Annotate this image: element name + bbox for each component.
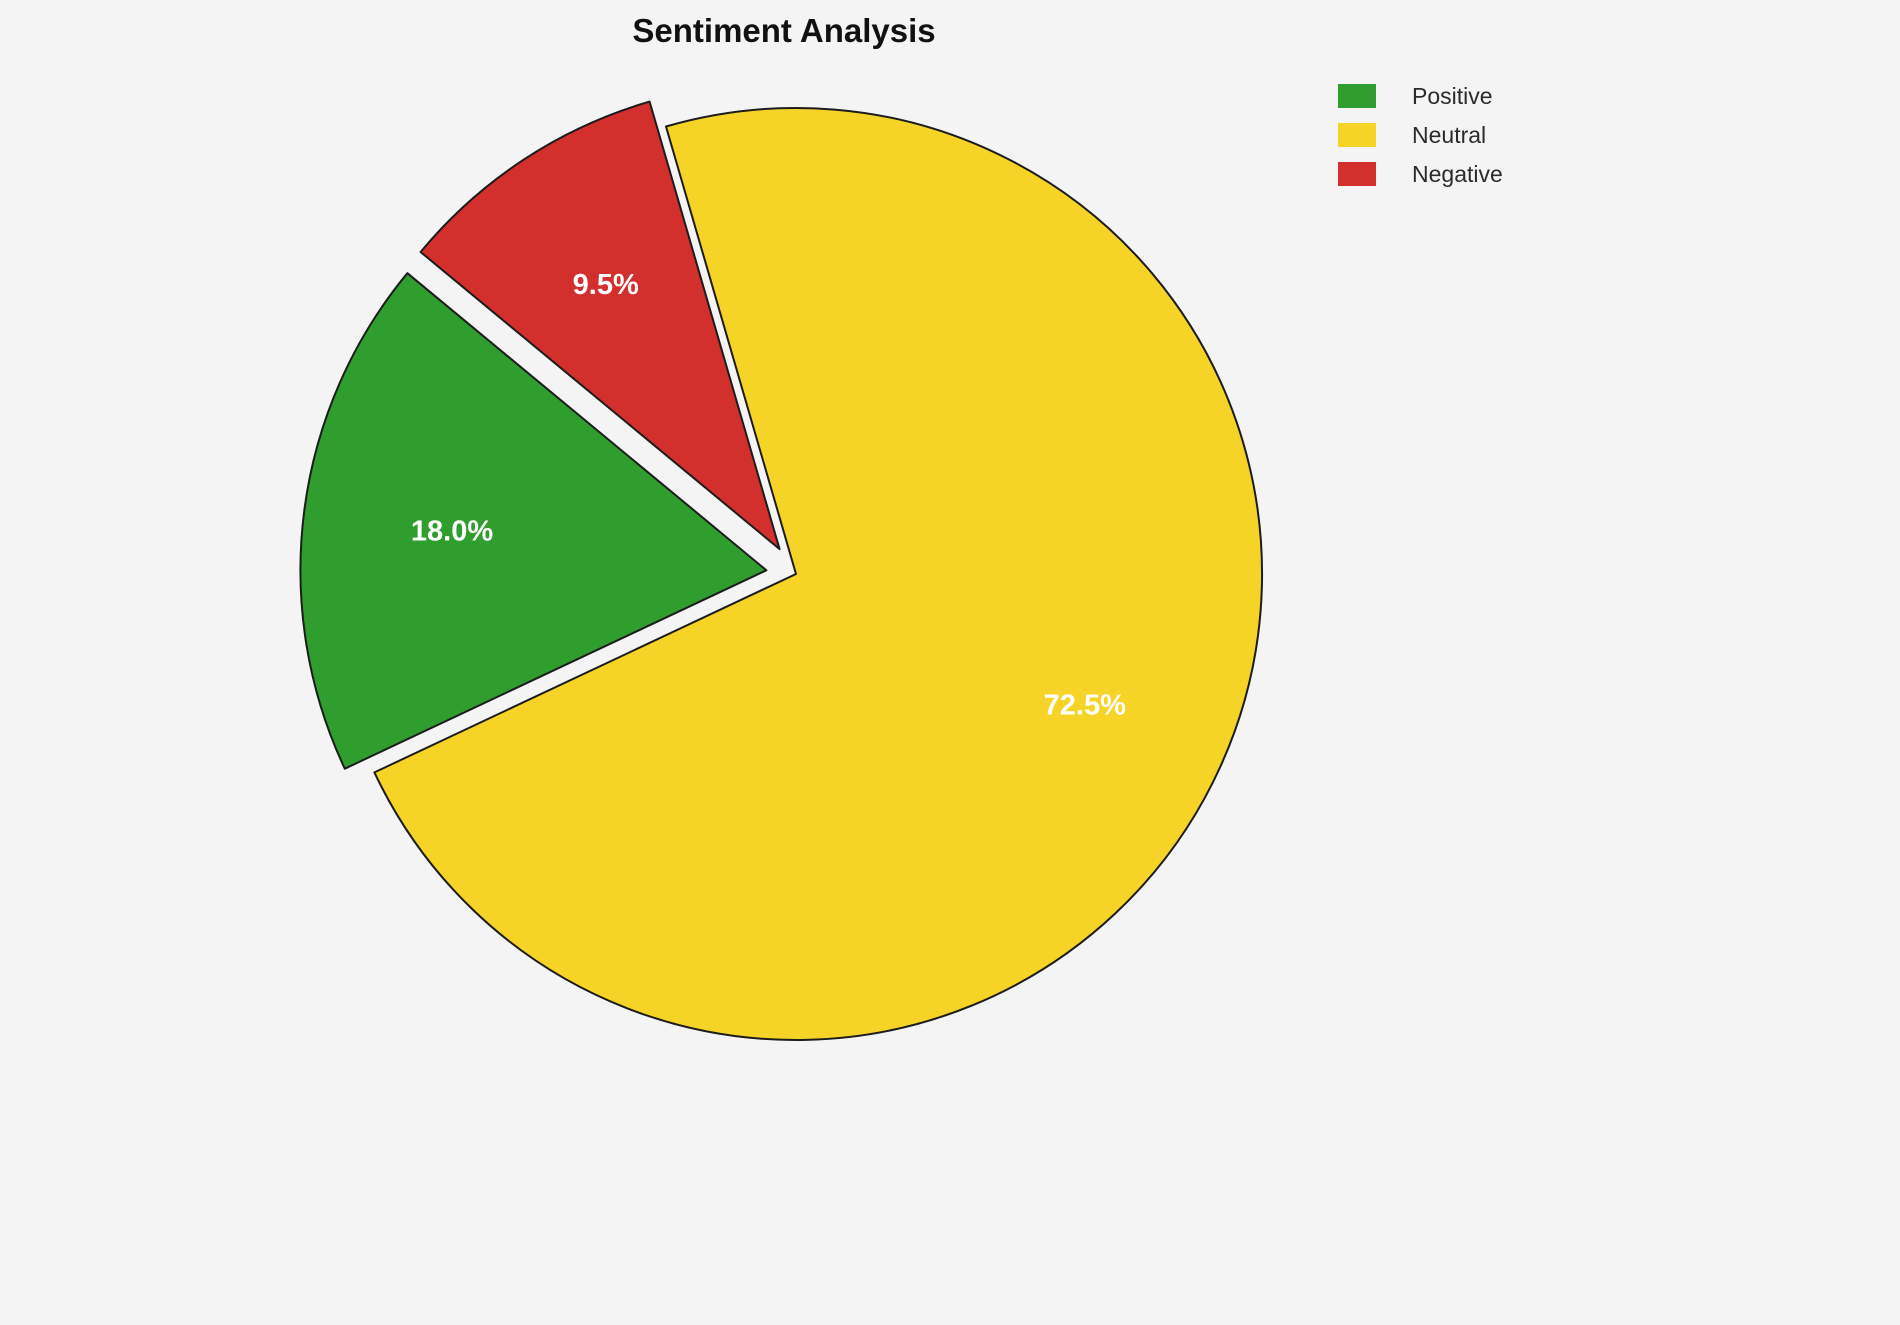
legend-item-neutral: Neutral xyxy=(1338,123,1503,147)
legend-swatch-neutral xyxy=(1338,123,1376,147)
legend-label-positive: Positive xyxy=(1412,83,1493,109)
legend-swatch-negative xyxy=(1338,162,1376,186)
legend-label-negative: Negative xyxy=(1412,161,1503,187)
pie-slice-positive xyxy=(299,272,768,770)
pct-label-positive: 18.0% xyxy=(411,516,493,548)
chart-title: Sentiment Analysis xyxy=(632,12,936,49)
pie-slice-neutral xyxy=(373,107,1263,1041)
legend-item-negative: Negative xyxy=(1338,162,1503,186)
legend: Positive Neutral Negative xyxy=(1338,84,1503,186)
pct-label-neutral: 72.5% xyxy=(1044,689,1126,721)
pct-label-negative: 9.5% xyxy=(573,269,639,301)
pie-slice-negative xyxy=(419,100,781,551)
legend-item-positive: Positive xyxy=(1338,84,1503,108)
legend-label-neutral: Neutral xyxy=(1412,122,1487,148)
legend-swatch-positive xyxy=(1338,84,1376,108)
